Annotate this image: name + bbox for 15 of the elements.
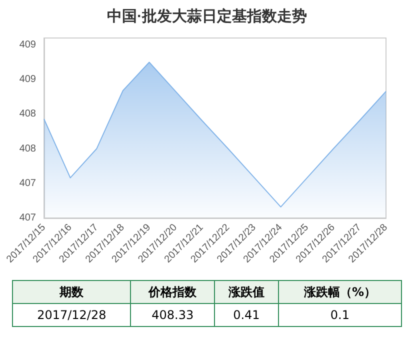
text: 涨跌值 — [214, 280, 278, 304]
text: 2017/12/28 — [12, 304, 131, 326]
text: 0.1 — [278, 304, 402, 326]
y-tick-label: 407 — [19, 212, 36, 224]
text: 价格指数 — [130, 280, 214, 304]
text: 涨跌幅（%） — [278, 280, 402, 304]
y-tick-label: 408 — [19, 108, 36, 120]
text: 期数 — [12, 280, 131, 304]
text: 408.33 — [130, 304, 214, 326]
y-tick-label: 408 — [19, 143, 36, 154]
y-tick-label: 407 — [19, 178, 36, 189]
y-tick-label: 409 — [19, 74, 36, 86]
text: 0.41 — [214, 304, 278, 326]
y-tick-label: 409 — [19, 39, 36, 50]
chart-title: 中国·批发大蒜日定基指数走势 — [107, 7, 307, 25]
